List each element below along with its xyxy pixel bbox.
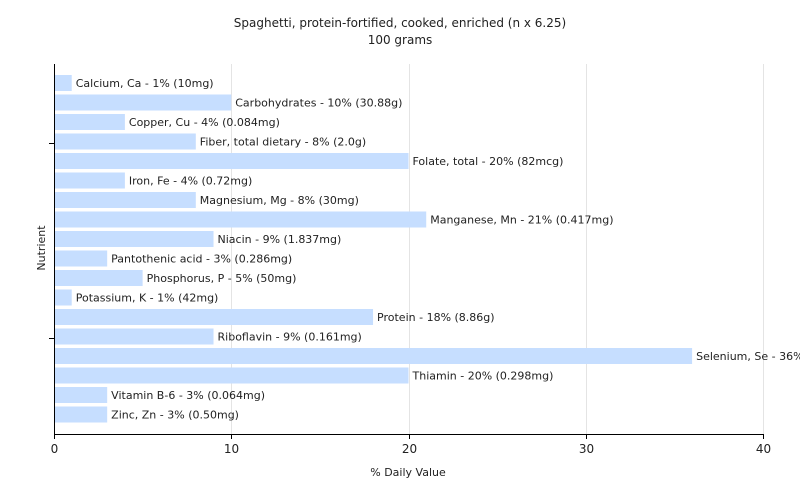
bar-label: Calcium, Ca - 1% (10mg) <box>76 77 214 90</box>
x-tick-label: 10 <box>224 442 239 456</box>
bar-label: Pantothenic acid - 3% (0.286mg) <box>111 253 292 266</box>
bar <box>55 133 196 150</box>
bar <box>55 406 108 423</box>
bar <box>55 367 409 384</box>
bar <box>55 153 409 169</box>
bar-label: Fiber, total dietary - 8% (2.0g) <box>200 136 366 149</box>
x-tick-label: 40 <box>756 442 771 456</box>
bar <box>55 231 214 247</box>
bar <box>55 75 72 91</box>
bar <box>55 211 427 228</box>
bar <box>55 172 125 189</box>
bar-label: Selenium, Se - 36% (25.2mcg) <box>696 350 800 363</box>
bar <box>55 348 693 364</box>
y-axis-label: Nutrient <box>35 225 48 271</box>
bar-label: Carbohydrates - 10% (30.88g) <box>235 97 402 110</box>
bar <box>55 94 232 111</box>
bars-group: Calcium, Ca - 1% (10mg) Carbohydrates - 1… <box>55 75 800 423</box>
bar-label: Manganese, Mn - 21% (0.417mg) <box>430 214 613 227</box>
x-tick-labels: 0 10 20 30 40 <box>51 442 771 456</box>
bar <box>55 114 125 130</box>
bar-label: Magnesium, Mg - 8% (30mg) <box>200 194 359 207</box>
bar <box>55 270 143 286</box>
bar <box>55 250 108 267</box>
x-tick-label: 30 <box>579 442 594 456</box>
bar <box>55 289 72 306</box>
bar-label: Copper, Cu - 4% (0.084mg) <box>129 116 280 129</box>
bar-label: Phosphorus, P - 5% (50mg) <box>147 272 297 285</box>
bar-label: Thiamin - 20% (0.298mg) <box>412 370 554 383</box>
axes-group <box>49 64 764 439</box>
chart-title: Spaghetti, protein-fortified, cooked, en… <box>234 16 566 30</box>
x-axis-label: % Daily Value <box>370 466 446 479</box>
bar <box>55 309 374 325</box>
bar-label: Zinc, Zn - 3% (0.50mg) <box>111 409 239 422</box>
bar <box>55 387 108 403</box>
bar-label: Riboflavin - 9% (0.161mg) <box>218 331 362 344</box>
bar-label: Potassium, K - 1% (42mg) <box>76 292 219 305</box>
bar-label: Folate, total - 20% (82mcg) <box>413 155 564 168</box>
bar-label: Vitamin B-6 - 3% (0.064mg) <box>111 389 265 402</box>
x-tick-label: 20 <box>402 442 417 456</box>
bar-label: Niacin - 9% (1.837mg) <box>218 233 342 246</box>
bar <box>55 328 214 345</box>
bar-label: Iron, Fe - 4% (0.72mg) <box>129 175 252 188</box>
bar <box>55 192 196 208</box>
bar-label: Protein - 18% (8.86g) <box>377 311 495 324</box>
x-tick-label: 0 <box>51 442 59 456</box>
chart-subtitle: 100 grams <box>368 33 433 47</box>
